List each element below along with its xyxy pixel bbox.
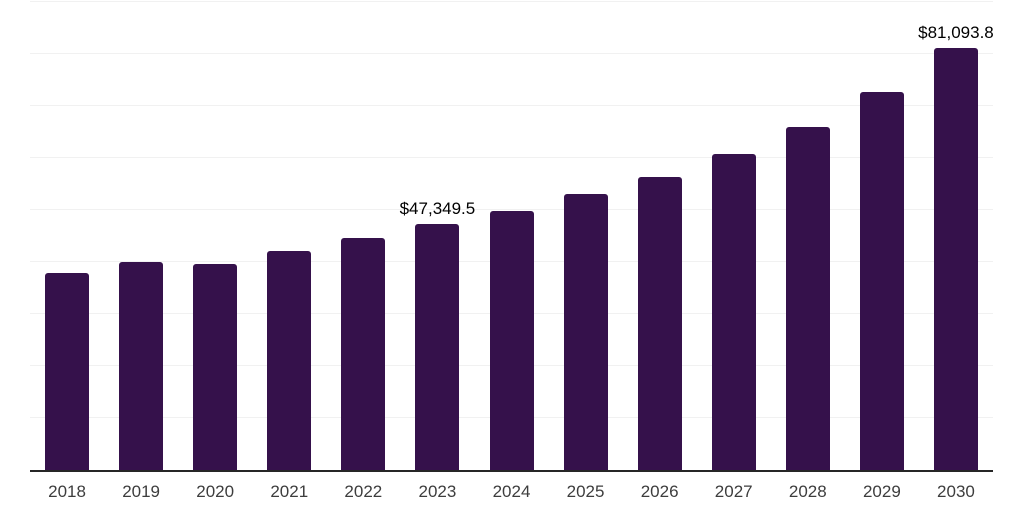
bar-2030 xyxy=(933,48,978,470)
bar-2026 xyxy=(637,176,682,470)
x-axis-label-2020: 2020 xyxy=(196,482,235,501)
x-axis-label-2026: 2026 xyxy=(640,482,679,501)
plot-area: $47,349.5 $81,093.8 xyxy=(30,1,994,472)
bar-2022 xyxy=(341,237,386,470)
gridline xyxy=(30,209,993,210)
bar-2019 xyxy=(119,262,164,470)
x-axis-labels: 2018 2019 2020 2021 2022 2023 2024 2025 2026 2027… xyxy=(30,482,993,506)
bar-2021 xyxy=(267,251,312,470)
x-axis-label-2022: 2022 xyxy=(344,482,383,501)
x-axis-label-2018: 2018 xyxy=(48,482,86,501)
gridline xyxy=(30,105,993,106)
bar-2028 xyxy=(785,126,830,470)
bar-2024 xyxy=(489,210,534,470)
x-axis-label-2023: 2023 xyxy=(418,482,457,501)
bar-2020 xyxy=(193,263,238,470)
gridline xyxy=(30,1,993,2)
data-label-2030: $81,093.8 xyxy=(918,23,994,43)
x-axis-label-2019: 2019 xyxy=(122,482,161,501)
data-label-2023: $47,349.5 xyxy=(399,198,476,218)
x-axis-label-2028: 2028 xyxy=(788,482,827,501)
bar-2023 xyxy=(415,223,460,470)
x-axis-label-2021: 2021 xyxy=(270,482,309,501)
x-axis-label-2029: 2029 xyxy=(862,482,901,501)
gridline xyxy=(30,53,993,54)
x-axis-label-2025: 2025 xyxy=(566,482,605,501)
bar-2018 xyxy=(45,272,90,470)
bar-2029 xyxy=(859,92,904,470)
x-axis-label-2027: 2027 xyxy=(714,482,753,501)
x-axis-label-2030: 2030 xyxy=(937,482,975,501)
bar-2025 xyxy=(563,193,608,470)
bar-2027 xyxy=(711,154,756,470)
gridline xyxy=(30,157,993,158)
x-axis-label-2024: 2024 xyxy=(492,482,531,501)
bars: $47,349.5 $81,093.8 xyxy=(30,2,994,470)
